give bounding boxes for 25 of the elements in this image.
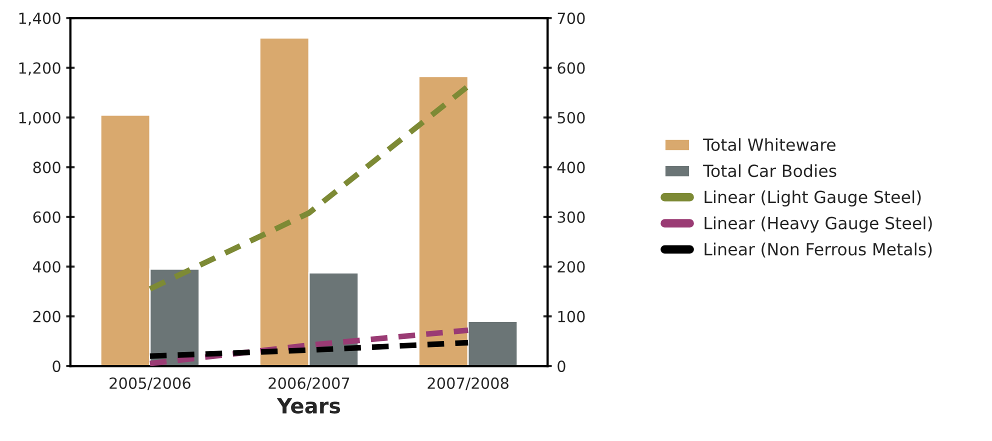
y-tick-label: 800 bbox=[33, 162, 60, 174]
y2-tick-label: 700 bbox=[558, 12, 585, 24]
x-tick-label: 2006/2007 bbox=[268, 377, 350, 390]
y-tick-label: 200 bbox=[33, 310, 60, 322]
y2-tick-label: 200 bbox=[558, 261, 585, 273]
y2-tick-label: 100 bbox=[558, 310, 585, 322]
legend-label: Linear (Heavy Gauge Steel) bbox=[704, 216, 932, 233]
y2-tick-label: 500 bbox=[558, 112, 585, 124]
y-tick-label: 400 bbox=[32, 261, 60, 273]
y-tick-label: 1,400 bbox=[19, 12, 60, 26]
legend-label: Total Car Bodies bbox=[703, 164, 836, 178]
y2-tick-label: 600 bbox=[558, 62, 585, 74]
x-tick-label: 2007/2008 bbox=[428, 377, 508, 390]
y-tick-label: 600 bbox=[33, 211, 60, 223]
y2-tick-label: 400 bbox=[557, 162, 585, 174]
x-tick-label: 2005/2006 bbox=[110, 377, 190, 390]
y-tick-label: 0 bbox=[52, 360, 60, 372]
y2-tick-label: 0 bbox=[558, 360, 566, 372]
y2-tick-label: 300 bbox=[558, 211, 585, 223]
legend-label: Linear (Non Ferrous Metals) bbox=[704, 242, 932, 258]
y-tick-label: 1,000 bbox=[19, 112, 60, 126]
x-axis-title: Years bbox=[276, 398, 340, 414]
legend-label: Linear (Light Gauge Steel) bbox=[704, 190, 921, 207]
legend-label: Total Whiteware bbox=[703, 138, 836, 152]
y-tick-label: 1,200 bbox=[19, 62, 60, 76]
